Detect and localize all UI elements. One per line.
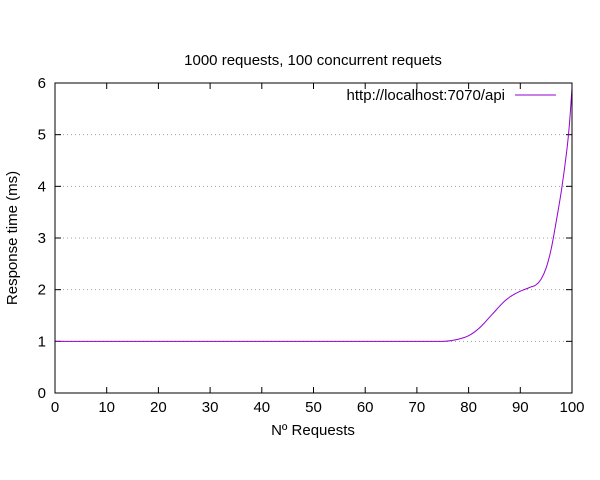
x-tick-label: 50: [305, 399, 322, 416]
y-tick-label: 2: [38, 282, 46, 299]
legend-label: http://localhost:7070/api: [347, 87, 505, 104]
y-tick-label: 1: [38, 333, 46, 350]
y-tick-label: 5: [38, 127, 46, 144]
x-tick-label: 100: [559, 399, 584, 416]
series-layer: [55, 88, 573, 342]
x-tick-label: 90: [512, 399, 529, 416]
y-tick-label: 6: [38, 75, 46, 92]
y-tick-label: 3: [38, 230, 46, 247]
x-tick-label: 10: [98, 399, 115, 416]
x-tick-label: 20: [150, 399, 167, 416]
y-tick-label: 4: [38, 178, 46, 195]
y-axis-label: Response time (ms): [4, 171, 21, 305]
y-tick-label: 0: [38, 385, 46, 402]
x-tick-label: 40: [253, 399, 270, 416]
plot-frame: [54, 82, 573, 394]
x-tick-label: 30: [202, 399, 219, 416]
series-line-0: [55, 88, 573, 342]
x-tick-label: 0: [51, 399, 59, 416]
x-tick-label: 80: [460, 399, 477, 416]
x-axis-label: Nº Requests: [271, 422, 355, 439]
x-tick-label: 70: [409, 399, 426, 416]
legend: http://localhost:7070/api: [347, 87, 556, 104]
chart-title: 1000 requests, 100 concurrent requets: [184, 52, 442, 69]
x-tick-label: 60: [357, 399, 374, 416]
